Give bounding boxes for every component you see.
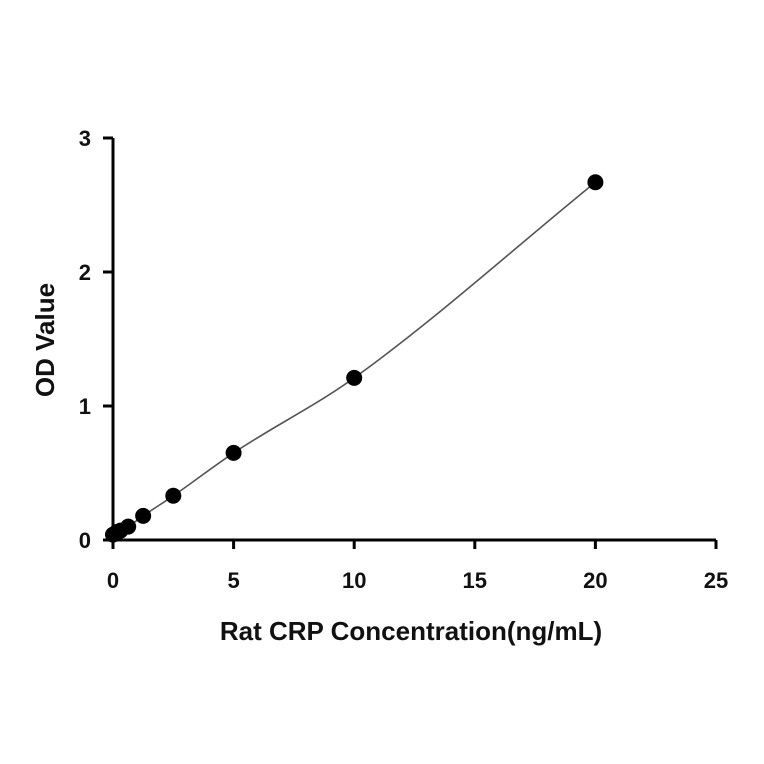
data-point xyxy=(120,518,137,535)
axes xyxy=(111,138,716,542)
y-tick-label: 2 xyxy=(79,260,91,285)
x-tick-label: 5 xyxy=(227,568,239,593)
y-tick-label: 1 xyxy=(79,394,91,419)
x-tick-label: 25 xyxy=(704,568,728,593)
y-ticks: 0 1 2 3 xyxy=(79,126,113,553)
y-tick-label: 3 xyxy=(79,126,91,151)
data-point xyxy=(135,507,152,524)
data-point xyxy=(587,174,604,191)
data-points xyxy=(105,174,604,543)
x-tick-label: 0 xyxy=(107,568,119,593)
fit-curve xyxy=(112,181,596,536)
y-tick-label: 0 xyxy=(79,528,91,553)
x-ticks: 0 5 10 15 20 25 xyxy=(107,540,728,593)
data-point xyxy=(346,369,363,386)
x-tick-label: 15 xyxy=(463,568,487,593)
x-axis-title: Rat CRP Concentration(ng/mL) xyxy=(220,616,602,646)
x-tick-label: 20 xyxy=(583,568,607,593)
data-point xyxy=(225,444,242,461)
y-axis-title: OD Value xyxy=(30,283,60,397)
x-tick-label: 10 xyxy=(342,568,366,593)
data-point xyxy=(165,487,182,504)
